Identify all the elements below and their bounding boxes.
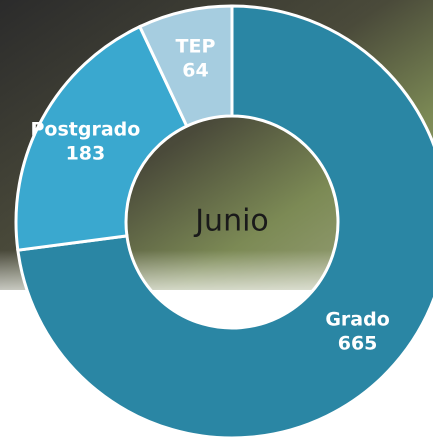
slice-label: Postgrado: [30, 119, 140, 141]
value-label: 64: [182, 60, 208, 82]
value-label: 665: [338, 333, 378, 355]
slice-label: TEP: [176, 36, 216, 58]
chart: Junio Grado665 Postgrado183 TEP64: [0, 0, 433, 441]
value-label: 183: [66, 143, 106, 165]
slice-label: Grado: [325, 309, 389, 331]
center-label: Junio: [193, 204, 269, 239]
